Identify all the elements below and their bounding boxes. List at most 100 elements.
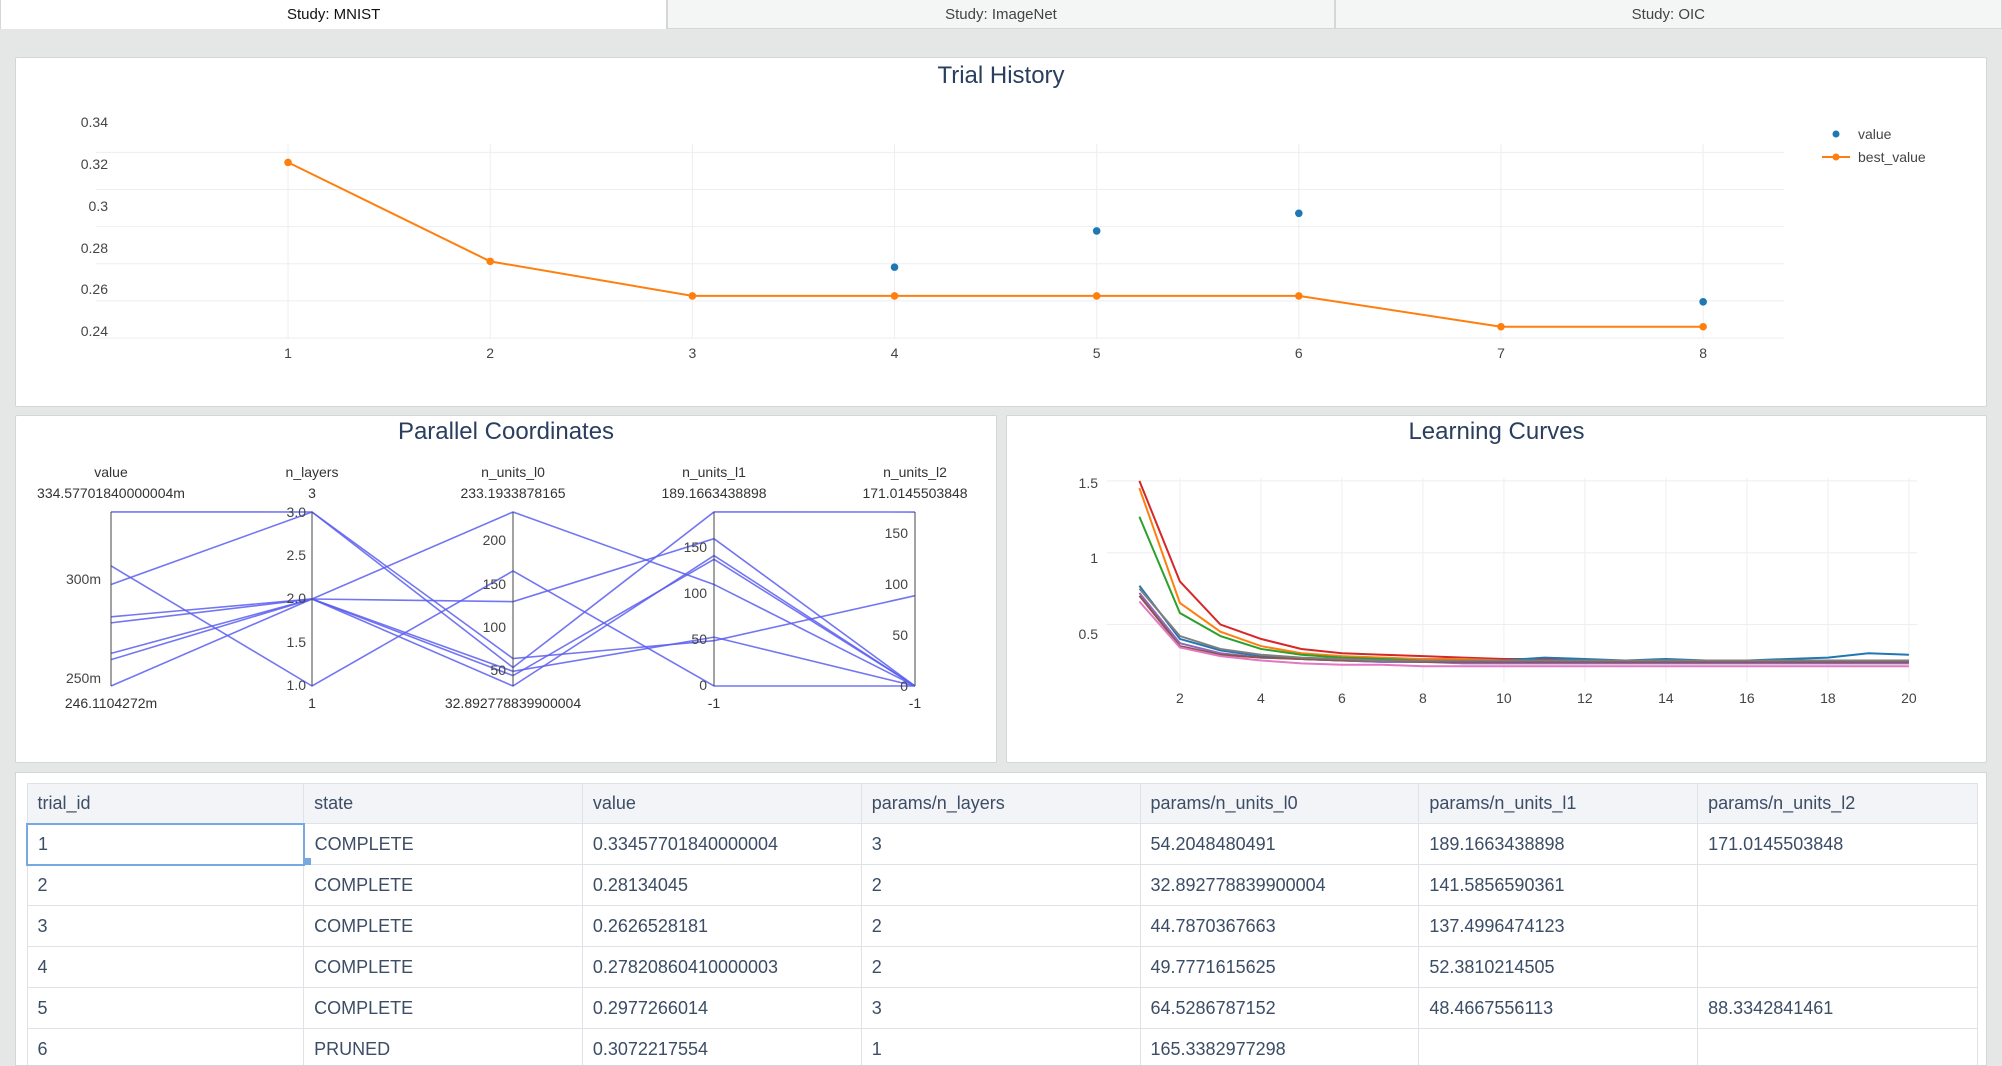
table-cell[interactable]: 0.28134045 — [581, 864, 862, 906]
table-cell[interactable]: 4 — [26, 946, 305, 988]
pc-tick-label: 50 — [691, 631, 707, 647]
table-cell[interactable]: COMPLETE — [303, 987, 583, 1029]
table-cell[interactable]: 64.5286787152 — [1139, 987, 1420, 1029]
table-cell[interactable]: 3 — [26, 905, 305, 947]
table-cell[interactable]: 5 — [26, 987, 305, 1029]
table-cell[interactable]: 49.7771615625 — [1139, 946, 1420, 988]
pc-tick-label: 50 — [490, 662, 506, 678]
best-value-point[interactable] — [1699, 322, 1707, 331]
tab-mnist[interactable]: Study: MNIST — [0, 0, 668, 29]
learning-curve-line[interactable] — [1138, 600, 1909, 668]
table-cell[interactable]: COMPLETE — [303, 864, 583, 906]
x-tick-label: 6 — [1295, 345, 1303, 361]
table-cell[interactable]: 52.3810214505 — [1418, 946, 1699, 988]
table-cell[interactable]: 0.2977266014 — [581, 987, 862, 1029]
table-cell[interactable] — [1697, 864, 1978, 906]
table-cell[interactable] — [1418, 1028, 1699, 1065]
tab-oic[interactable]: Study: OIC — [1334, 0, 2002, 29]
table-cell[interactable]: 0.2626528181 — [581, 905, 862, 947]
legend-value-label[interactable]: value — [1858, 126, 1892, 142]
learning-curve-line[interactable] — [1138, 585, 1909, 663]
lc-x-tick-label: 18 — [1820, 690, 1836, 706]
column-header-n-units-l1[interactable]: params/n_units_l1 — [1418, 783, 1699, 824]
table-cell[interactable] — [1697, 905, 1978, 947]
column-header-n-units-l2[interactable]: params/n_units_l2 — [1697, 783, 1978, 824]
table-cell[interactable]: 6 — [26, 1028, 305, 1065]
best-value-point[interactable] — [284, 158, 292, 167]
best-value-point[interactable] — [1295, 292, 1303, 300]
table-cell[interactable] — [1697, 946, 1978, 988]
value-point[interactable] — [890, 263, 899, 271]
table-cell[interactable]: 0.33457701840000004 — [581, 823, 862, 865]
pc-axis-title: value — [94, 464, 128, 480]
best-value-point[interactable] — [1092, 292, 1101, 300]
table-cell[interactable]: 2 — [26, 864, 305, 906]
table-cell[interactable]: 137.4996474123 — [1418, 905, 1699, 947]
column-header-value[interactable]: value — [581, 783, 862, 824]
legend-best-value-label[interactable]: best_value — [1858, 149, 1926, 165]
table-cell[interactable]: 48.4667556113 — [1418, 987, 1699, 1029]
table-cell[interactable]: COMPLETE — [303, 823, 583, 865]
study-tabs: Study: MNIST Study: ImageNet Study: OIC — [0, 0, 2002, 29]
lc-y-tick-label: 1.5 — [1079, 475, 1099, 491]
value-point[interactable] — [1092, 227, 1101, 235]
table-cell[interactable]: 3 — [860, 823, 1141, 865]
learning-curve-line[interactable] — [1138, 480, 1909, 662]
column-header-state[interactable]: state — [303, 783, 583, 824]
best-value-point[interactable] — [688, 292, 697, 300]
table-cell[interactable]: 2 — [860, 905, 1141, 947]
best-value-point[interactable] — [486, 257, 495, 266]
column-header-n-layers[interactable]: params/n_layers — [860, 783, 1141, 824]
table-cell[interactable]: 141.5856590361 — [1418, 864, 1699, 906]
table-cell[interactable]: PRUNED — [303, 1028, 583, 1065]
table-cell[interactable]: 1 — [860, 1028, 1141, 1065]
table-cell[interactable]: 2 — [860, 946, 1141, 988]
learning-curve-line[interactable] — [1138, 516, 1909, 663]
table-cell[interactable] — [1697, 1028, 1978, 1065]
learning-curve-line[interactable] — [1138, 592, 1909, 665]
value-point[interactable] — [1295, 209, 1303, 218]
table-cell[interactable]: COMPLETE — [303, 905, 583, 947]
lc-y-tick-label: 1 — [1090, 550, 1098, 566]
table-cell[interactable]: 54.2048480491 — [1139, 823, 1420, 865]
column-header-n-units-l0[interactable]: params/n_units_l0 — [1139, 783, 1420, 824]
table-cell[interactable]: 44.7870367663 — [1139, 905, 1420, 947]
pc-axis-min: 1 — [308, 695, 316, 711]
table-cell[interactable]: 3 — [860, 987, 1141, 1029]
table-cell[interactable]: 171.0145503848 — [1697, 823, 1978, 865]
table-cell[interactable]: 32.892778839900004 — [1139, 864, 1420, 906]
best-value-point[interactable] — [1497, 322, 1505, 331]
table-row: 3 COMPLETE 0.2626528181 2 44.7870367663 … — [26, 905, 1978, 947]
pc-axis-title: n_units_l0 — [481, 464, 545, 480]
table-cell[interactable]: 1 — [26, 822, 305, 866]
table-cell[interactable]: 2 — [860, 864, 1141, 906]
cell-selection-handle[interactable] — [304, 858, 311, 865]
parallel-coordinates-chart[interactable]: value n_layers n_units_l0 n_units_l1 n_u… — [16, 416, 998, 764]
table-cell[interactable]: 88.3342841461 — [1697, 987, 1978, 1029]
column-header-trial-id[interactable]: trial_id — [26, 783, 305, 824]
pc-axis-max: 171.0145503848 — [862, 485, 967, 501]
learning-curve-line[interactable] — [1138, 587, 1909, 662]
pc-tick-label: 2.0 — [287, 590, 307, 606]
table-cell[interactable]: 0.27820860410000003 — [581, 946, 862, 988]
table-cell[interactable]: 189.1663438898 — [1418, 823, 1699, 865]
pc-axis-title: n_units_l1 — [682, 464, 746, 480]
learning-curve-line[interactable] — [1138, 595, 1909, 663]
pc-trial-line[interactable] — [110, 511, 916, 687]
learning-curves-chart[interactable]: 1.5 1 0.5 2 4 6 8 10 12 14 16 18 20 — [1007, 416, 1988, 764]
pc-tick-label: 3.0 — [287, 504, 307, 520]
value-point[interactable] — [1699, 298, 1707, 306]
lc-x-tick-label: 20 — [1901, 690, 1917, 706]
table-cell[interactable]: COMPLETE — [303, 946, 583, 988]
learning-curve-line[interactable] — [1138, 487, 1909, 662]
parallel-coordinates-panel: Parallel Coordinates value n_layers n_un… — [15, 415, 997, 763]
best-value-point[interactable] — [890, 292, 899, 300]
x-tick-label: 5 — [1093, 345, 1101, 361]
table-cell[interactable]: 165.3382977298 — [1139, 1028, 1420, 1065]
pc-axis-min: -1 — [909, 695, 922, 711]
trial-history-chart[interactable]: 0.34 0.32 0.3 0.28 0.26 0.24 1 2 3 4 5 6 7 8 va… — [16, 58, 1988, 408]
pc-axis-max: 189.1663438898 — [661, 485, 766, 501]
table-cell[interactable]: 0.3072217554 — [581, 1028, 862, 1065]
tab-imagenet[interactable]: Study: ImageNet — [667, 0, 1335, 29]
pc-tick-label: 0 — [900, 678, 908, 694]
